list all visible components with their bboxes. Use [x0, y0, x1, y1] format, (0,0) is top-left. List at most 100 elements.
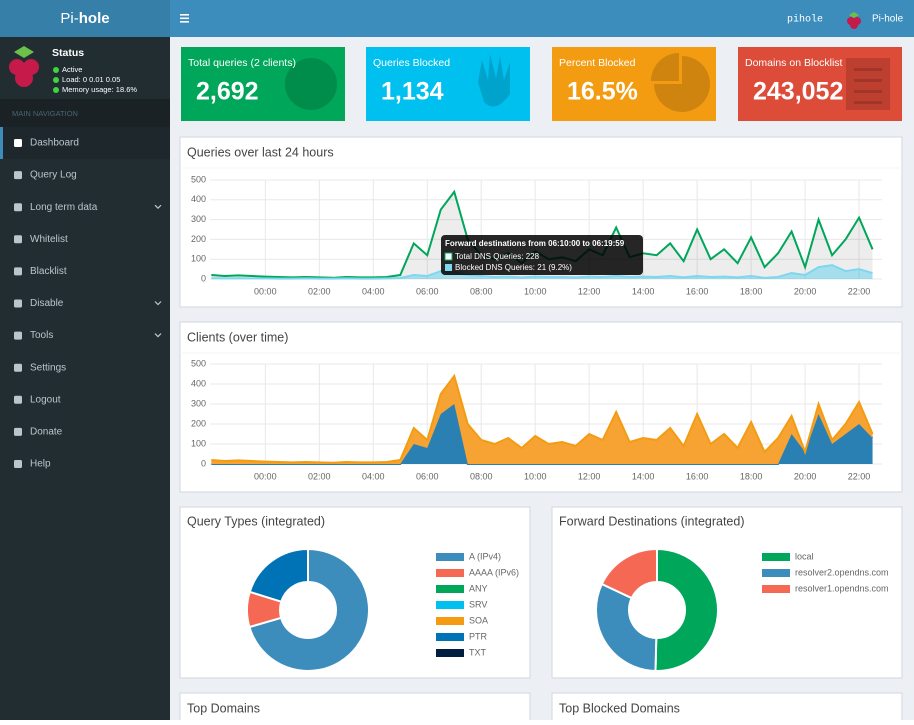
box-title: Queries over last 24 hours [187, 145, 334, 159]
chevron [154, 333, 162, 338]
menu-label: Dashboard [30, 138, 79, 149]
y-tick-label: 0 [201, 458, 206, 468]
y-tick-label: 100 [191, 438, 206, 448]
status-dot [53, 77, 59, 83]
logo-area[interactable] [0, 0, 170, 37]
x-tick-label: 08:00 [470, 471, 493, 481]
area [211, 191, 873, 279]
legend-swatch [436, 585, 464, 593]
hostname: pihole [787, 14, 823, 26]
line-chart: 0 100 200 300 400 500 00:00 02:00 04:00 06:00 08:0… [191, 358, 882, 481]
stat-value: 1,134 [381, 78, 444, 106]
menu-label: Whitelist [30, 234, 68, 245]
logo-bold: hole [79, 10, 110, 27]
legend-swatch [436, 569, 464, 577]
user-icon[interactable] [847, 12, 861, 29]
line [211, 373, 874, 464]
menu: Dashboard Query Log Long term data Whitelis… [0, 127, 170, 470]
menu-item[interactable]: Dashboard [0, 127, 170, 159]
y-tick-label: 0 [201, 273, 206, 283]
menu-item[interactable]: Long term data [14, 202, 162, 213]
tooltip-box [441, 235, 643, 275]
section-label: MAIN NAVIGATION [12, 109, 78, 118]
doughnut-segment [654, 547, 719, 672]
x-tick-label: 06:00 [416, 471, 439, 481]
doughnut-segment [600, 547, 658, 600]
menu-icon [14, 235, 22, 244]
tooltip-swatch [444, 252, 453, 261]
stat-bg [181, 47, 345, 121]
legend-label: ANY [469, 583, 488, 593]
menu-icon [14, 363, 22, 372]
menu-label: Disable [30, 298, 64, 309]
x-tick-label: 02:00 [308, 471, 331, 481]
stat-value: 243,052 [753, 78, 843, 106]
section-header [0, 99, 170, 127]
chevron [154, 301, 162, 306]
x-tick-label: 04:00 [362, 471, 385, 481]
box-title: Forward Destinations (integrated) [559, 514, 745, 528]
menu-item[interactable]: Logout [14, 394, 61, 405]
legend-swatch [436, 633, 464, 641]
stat-icon [854, 101, 882, 104]
x-tick-label: 10:00 [524, 286, 547, 296]
legend-label: TXT [469, 647, 487, 657]
menu-item[interactable]: Settings [14, 362, 66, 373]
menu-label: Donate [30, 427, 63, 438]
user-name[interactable]: Pi-hole [872, 14, 904, 25]
legend-label: A (IPv4) [469, 551, 501, 561]
box [179, 136, 903, 308]
legend-label: resolver2.opendns.com [795, 567, 889, 577]
y-tick-label: 500 [191, 174, 206, 184]
tooltip-title: Forward destinations from 06:10:00 to 06… [445, 239, 625, 248]
y-tick-label: 400 [191, 194, 206, 204]
menu-item[interactable]: Help [14, 459, 51, 470]
menu-item[interactable]: Tools [14, 330, 162, 341]
legend-swatch [762, 569, 790, 577]
x-tick-label: 16:00 [686, 286, 709, 296]
legend-label: resolver1.opendns.com [795, 583, 889, 593]
menu-item[interactable]: Donate [14, 427, 63, 438]
menu-toggle[interactable] [180, 14, 189, 23]
y-tick-label: 300 [191, 214, 206, 224]
status-line: Memory usage: 18.6% [62, 85, 137, 94]
stat-bg [552, 47, 716, 121]
logo[interactable]: Pi-hole [60, 10, 109, 27]
x-tick-label: 14:00 [632, 471, 655, 481]
x-tick-label: 06:00 [416, 286, 439, 296]
x-tick-label: 00:00 [254, 471, 277, 481]
menu-label: Tools [30, 330, 53, 341]
menu-item[interactable]: Blacklist [14, 266, 67, 277]
menu-icon [14, 395, 22, 404]
legend-swatch [762, 585, 790, 593]
legend-label: PTR [469, 631, 488, 641]
x-tick-label: 18:00 [740, 471, 763, 481]
doughnut-segment [248, 547, 309, 603]
stat-icon [285, 58, 337, 110]
y-tick-label: 400 [191, 378, 206, 388]
status-title: Status [52, 47, 84, 59]
box-title: Top Domains [187, 701, 260, 715]
x-tick-label: 02:00 [308, 286, 331, 296]
x-tick-label: 20:00 [794, 471, 817, 481]
x-tick-label: 18:00 [740, 286, 763, 296]
y-tick-label: 100 [191, 254, 206, 264]
stat-bg [738, 47, 902, 121]
status-dot [53, 67, 59, 73]
x-tick-label: 22:00 [848, 471, 871, 481]
menu-item[interactable]: Whitelist [14, 234, 68, 245]
stat-label: Percent Blocked [559, 57, 636, 69]
menu-icon [14, 460, 22, 468]
tooltip-line: Blocked DNS Queries: 21 (9.2%) [455, 263, 572, 272]
menu-item[interactable]: Disable [14, 298, 162, 309]
line [211, 264, 873, 280]
menu-item[interactable]: Query Log [14, 170, 77, 181]
stat-bg [366, 47, 530, 121]
x-tick-label: 08:00 [470, 286, 493, 296]
menu-icon [14, 139, 22, 147]
box-title: Top Blocked Domains [559, 701, 680, 715]
x-tick-label: 12:00 [578, 471, 601, 481]
box-title: Clients (over time) [187, 330, 288, 344]
menu-icon [14, 267, 22, 276]
